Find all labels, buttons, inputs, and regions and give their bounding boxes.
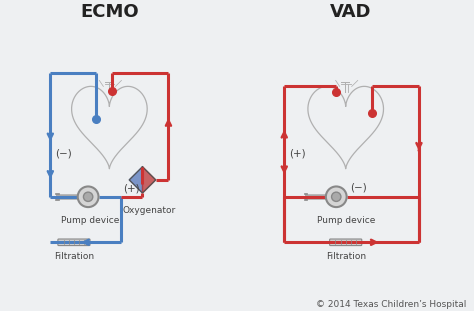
Circle shape [332,192,341,202]
FancyBboxPatch shape [58,239,90,246]
Circle shape [326,187,346,207]
FancyBboxPatch shape [329,239,362,246]
Text: Pump device: Pump device [317,216,375,225]
Text: ECMO: ECMO [80,3,139,21]
Text: Pump device: Pump device [61,216,119,225]
Text: (−): (−) [55,148,72,158]
Circle shape [78,187,99,207]
Text: (+): (+) [124,183,140,193]
Circle shape [83,192,93,202]
Text: Filtration: Filtration [54,252,94,261]
Text: © 2014 Texas Children’s Hospital: © 2014 Texas Children’s Hospital [316,300,466,309]
Text: (−): (−) [350,182,367,192]
Polygon shape [143,167,156,193]
Text: VAD: VAD [330,3,371,21]
Text: Filtration: Filtration [326,252,366,261]
Polygon shape [129,167,143,193]
Text: Oxygenator: Oxygenator [123,206,176,215]
Text: (+): (+) [289,148,306,158]
